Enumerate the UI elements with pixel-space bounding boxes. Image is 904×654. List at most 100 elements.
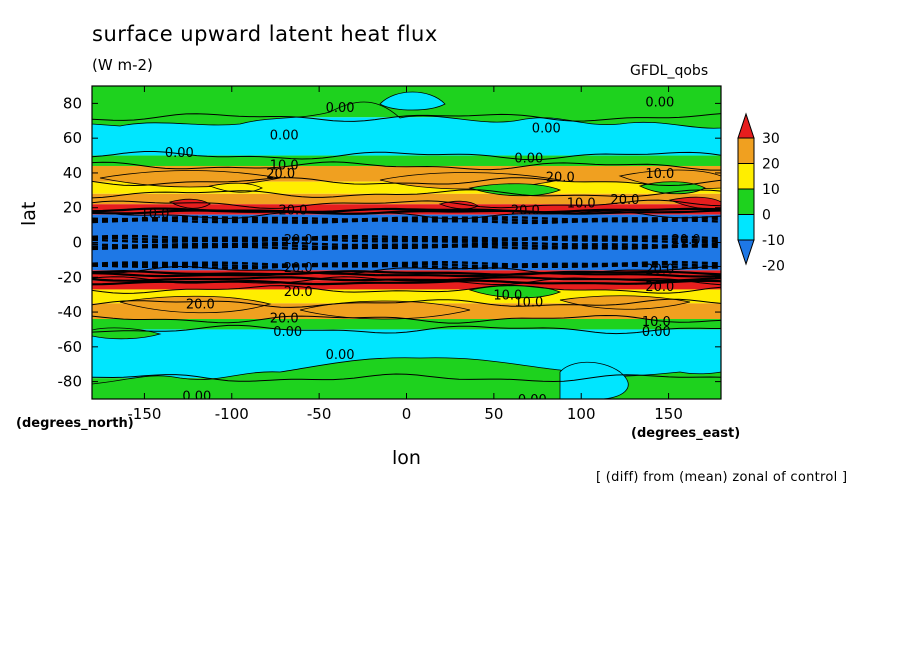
contour-line: [92, 189, 721, 199]
contour-blob: [468, 183, 562, 197]
contour-label: 10.0: [567, 197, 596, 212]
colorbar-arrow-top: [737, 112, 755, 139]
contour-label: 20.0: [645, 280, 674, 295]
contour-label: 0.00: [642, 325, 671, 340]
contour-label: 10.0: [645, 167, 674, 182]
y-tick-label: -40: [58, 303, 83, 321]
contour-line: [92, 284, 721, 294]
contour-band: [92, 214, 721, 271]
contour-label: 20.0: [284, 233, 313, 248]
y-tick-label: -80: [58, 373, 83, 391]
y-tick-label: 80: [63, 94, 82, 112]
y-axis-label: lat: [18, 201, 40, 226]
filled-contour-bands: [92, 86, 721, 399]
contour-label: 20.0: [284, 285, 313, 300]
x-axis-label: lon: [392, 447, 421, 469]
chart-title: surface upward latent heat flux: [92, 22, 438, 46]
colorbar: 30 20 10 0 -10 -20: [737, 112, 785, 275]
colorbar-label: 30: [762, 131, 780, 147]
y-tick-label: 20: [63, 199, 82, 217]
contour-label: 0.00: [326, 101, 355, 116]
contour-line: [92, 234, 721, 240]
contour-line: [92, 269, 721, 276]
contour-line: [92, 298, 721, 308]
contour-label: 20.0: [645, 263, 674, 278]
contour-line: [92, 245, 721, 251]
contour-line: [92, 324, 721, 335]
contour-label: 20.0: [186, 297, 215, 312]
contour-line: [92, 236, 721, 242]
colorbar-segment: [737, 188, 755, 215]
contour-label: 0.00: [273, 325, 302, 340]
y-tick-label: 0: [72, 234, 82, 252]
colorbar-segment: [737, 137, 755, 164]
contour-label: 0.00: [165, 146, 194, 161]
x-tick-label: -150: [127, 405, 161, 423]
y-tick-label: 60: [63, 129, 82, 147]
contour-label: 20.0: [270, 311, 299, 326]
contour-blobs: [92, 86, 721, 399]
colorbar-segment: [737, 163, 755, 190]
contour-label: 20.0: [511, 203, 540, 218]
contour-line: [92, 276, 721, 282]
y-tick-label: -60: [58, 338, 83, 356]
contour-line: [92, 264, 721, 270]
y-axis-ticks: 80 60 40 20 0 -20 -40 -60 -80: [58, 94, 721, 391]
contour-label: 10.0: [270, 158, 299, 173]
contour-band: [92, 193, 721, 205]
contour-label: 10.0: [140, 207, 169, 222]
contour-blob: [119, 295, 272, 314]
x-tick-label: 150: [654, 405, 683, 423]
chart-units: (W m-2): [92, 56, 153, 74]
y-tick-label: 40: [63, 164, 82, 182]
contour-label: 20.0: [284, 261, 313, 276]
contour-line: [92, 199, 721, 209]
contour-label: 20.0: [546, 170, 575, 185]
contour-label: 10.0: [514, 296, 543, 311]
contour-line: [92, 243, 721, 249]
contour-label: 10.0: [642, 315, 671, 330]
comparison-note: [ (diff) from (mean) zonal of control ]: [596, 470, 848, 485]
x-axis-ticks: -150 -100 -50 0 50 100 150: [127, 86, 683, 423]
x-unit-label: (degrees_east): [631, 426, 741, 441]
contour-line: [92, 177, 721, 187]
model-name: GFDL_qobs: [630, 63, 709, 79]
contour-line: [92, 219, 721, 225]
contour-line: [92, 279, 721, 286]
contour-blob: [379, 91, 446, 111]
contour-label: 0.00: [182, 390, 211, 405]
contour-line: [92, 161, 721, 171]
contour-line: [92, 314, 721, 324]
contour-line: [92, 113, 721, 122]
contour-line: [92, 373, 721, 383]
colorbar-segment: [737, 214, 755, 241]
contour-line: [92, 215, 721, 221]
contour-band: [92, 155, 721, 166]
contour-line: [92, 238, 721, 244]
x-tick-label: -50: [307, 405, 332, 423]
contour-blob: [168, 198, 211, 209]
contour-line: [92, 207, 721, 214]
colorbar-arrow-bottom: [737, 239, 755, 266]
contour-lines: [92, 113, 721, 383]
contour-label: 20.0: [610, 193, 639, 208]
contour-band: [92, 280, 721, 290]
y-unit-label: (degrees_north): [16, 416, 134, 431]
x-tick-label: -100: [215, 405, 249, 423]
contour-blob: [559, 295, 691, 310]
contour-label: 0.00: [514, 151, 543, 166]
contour-label: 10.0: [493, 289, 522, 304]
contour-line: [92, 271, 721, 278]
contour-label: 0.00: [532, 122, 561, 137]
contour-line: [92, 241, 721, 247]
contour-blob: [668, 196, 721, 210]
colorbar-label: -10: [762, 233, 785, 249]
x-tick-label: 0: [402, 405, 412, 423]
contour-line: [92, 217, 721, 223]
contour-label: 20.0: [278, 203, 307, 218]
contour-band: [92, 319, 721, 330]
contour-label: 0.00: [326, 348, 355, 363]
contour-label: 0.00: [645, 96, 674, 111]
